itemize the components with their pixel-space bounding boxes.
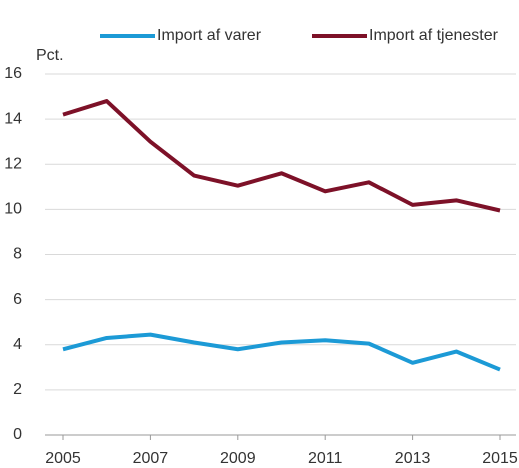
series-line bbox=[62, 332, 501, 372]
legend-label: Import af varer bbox=[157, 27, 262, 44]
x-tick-label: 2015 bbox=[482, 450, 518, 467]
x-tick-label: 2005 bbox=[45, 450, 81, 467]
y-tick-label: 4 bbox=[13, 336, 22, 353]
x-tick-label: 2007 bbox=[133, 450, 169, 467]
x-tick-label: 2013 bbox=[395, 450, 431, 467]
y-tick-label: 12 bbox=[4, 155, 22, 172]
y-tick-label: 0 bbox=[13, 426, 22, 443]
y-tick-label: 8 bbox=[13, 246, 22, 263]
y-unit-label: Pct. bbox=[36, 47, 64, 64]
y-tick-label: 10 bbox=[4, 201, 22, 218]
x-tick-label: 2009 bbox=[220, 450, 256, 467]
y-tick-label: 2 bbox=[13, 381, 22, 398]
series-line bbox=[62, 99, 501, 213]
x-tick-label: 2011 bbox=[308, 450, 343, 467]
legend-label: Import af tjenester bbox=[369, 27, 499, 44]
y-tick-label: 14 bbox=[4, 110, 22, 127]
y-tick-label: 16 bbox=[4, 65, 22, 82]
y-tick-label: 6 bbox=[13, 291, 22, 308]
